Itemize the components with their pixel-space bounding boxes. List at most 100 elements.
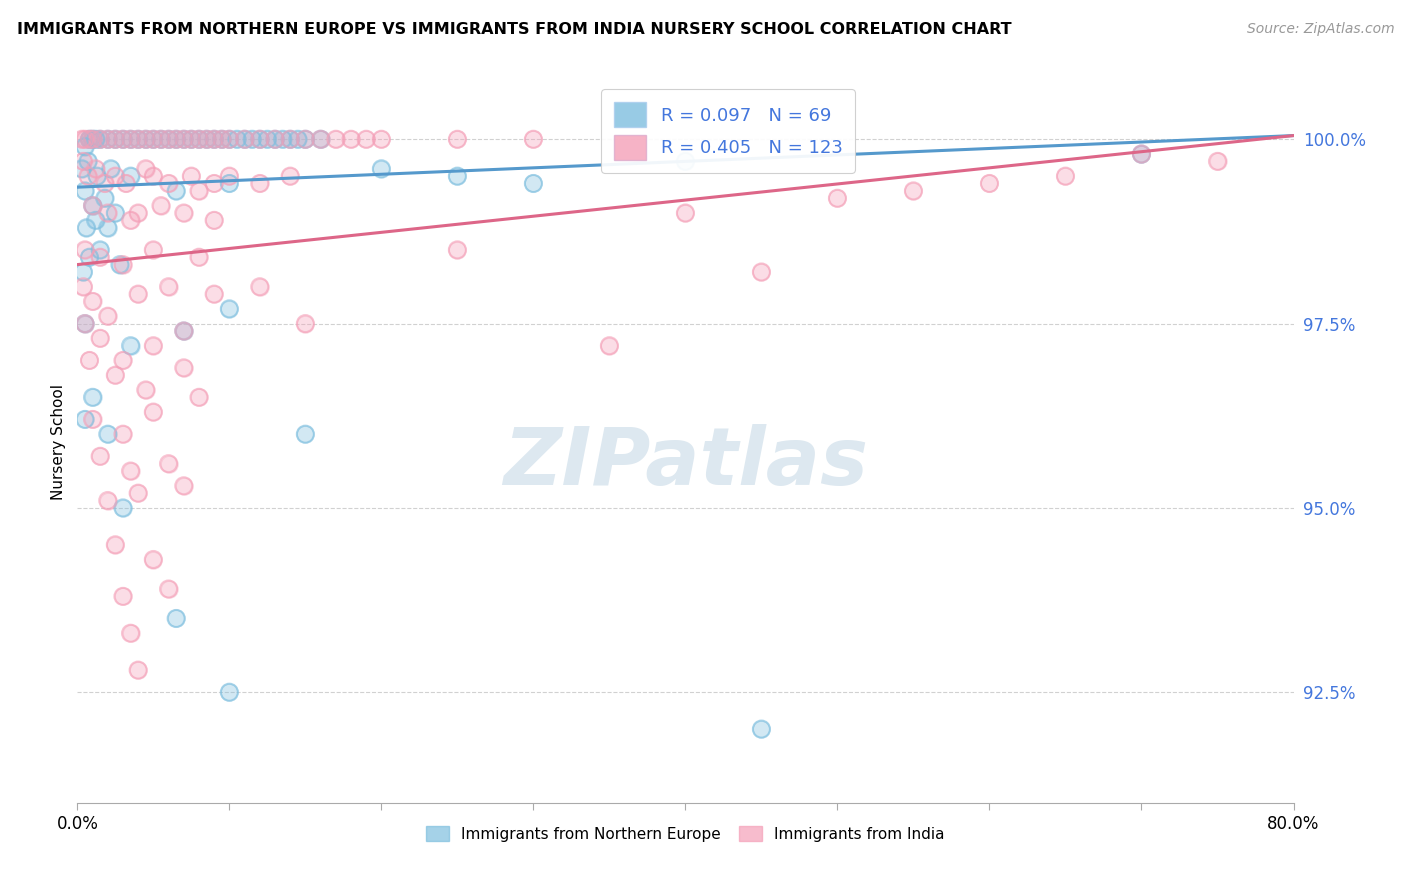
Point: [157, 457, 180, 471]
Point: [73, 139, 96, 153]
Point: [287, 132, 309, 146]
Point: [127, 486, 149, 500]
Point: [249, 279, 271, 293]
Point: [165, 132, 187, 146]
Point: [104, 538, 127, 552]
Point: [111, 132, 134, 146]
Point: [188, 132, 211, 146]
Point: [827, 191, 849, 205]
Point: [89, 450, 111, 464]
Point: [264, 132, 287, 146]
Point: [70, 161, 93, 176]
Point: [89, 132, 111, 146]
Point: [309, 132, 332, 146]
Point: [675, 206, 697, 220]
Point: [157, 132, 180, 146]
Point: [188, 184, 211, 198]
Point: [120, 213, 142, 227]
Point: [86, 169, 108, 183]
Point: [827, 191, 849, 205]
Point: [226, 132, 249, 146]
Point: [173, 132, 195, 146]
Point: [142, 132, 165, 146]
Point: [72, 279, 94, 293]
Point: [79, 132, 101, 146]
Point: [142, 243, 165, 257]
Text: Source: ZipAtlas.com: Source: ZipAtlas.com: [1247, 22, 1395, 37]
Point: [97, 493, 120, 508]
Point: [84, 132, 107, 146]
Point: [142, 132, 165, 146]
Point: [522, 132, 544, 146]
Point: [111, 500, 134, 515]
Point: [165, 184, 187, 198]
Point: [149, 132, 172, 146]
Point: [522, 177, 544, 191]
Point: [84, 132, 107, 146]
Point: [93, 177, 115, 191]
Point: [354, 132, 377, 146]
Point: [104, 132, 127, 146]
Point: [93, 191, 115, 205]
Point: [111, 427, 134, 442]
Point: [165, 184, 187, 198]
Point: [751, 722, 773, 736]
Point: [82, 199, 104, 213]
Point: [165, 132, 187, 146]
Point: [79, 353, 101, 368]
Point: [294, 427, 316, 442]
Point: [115, 177, 138, 191]
Point: [120, 132, 142, 146]
Point: [86, 169, 108, 183]
Point: [202, 213, 225, 227]
Point: [79, 132, 101, 146]
Point: [120, 339, 142, 353]
Point: [89, 450, 111, 464]
Text: ZIPatlas: ZIPatlas: [503, 425, 868, 502]
Point: [446, 132, 468, 146]
Point: [127, 206, 149, 220]
Point: [249, 132, 271, 146]
Point: [675, 154, 697, 169]
Point: [135, 161, 157, 176]
Point: [180, 132, 202, 146]
Point: [70, 132, 93, 146]
Point: [82, 294, 104, 309]
Point: [73, 243, 96, 257]
Point: [173, 360, 195, 375]
Point: [72, 279, 94, 293]
Point: [180, 132, 202, 146]
Point: [111, 590, 134, 604]
Point: [598, 339, 620, 353]
Text: IMMIGRANTS FROM NORTHERN EUROPE VS IMMIGRANTS FROM INDIA NURSERY SCHOOL CORRELAT: IMMIGRANTS FROM NORTHERN EUROPE VS IMMIG…: [17, 22, 1011, 37]
Point: [211, 132, 233, 146]
Point: [202, 132, 225, 146]
Point: [173, 206, 195, 220]
Point: [202, 177, 225, 191]
Point: [82, 132, 104, 146]
Point: [173, 324, 195, 338]
Point: [278, 132, 301, 146]
Point: [97, 427, 120, 442]
Point: [135, 132, 157, 146]
Point: [1054, 169, 1077, 183]
Point: [82, 199, 104, 213]
Point: [173, 132, 195, 146]
Point: [218, 177, 240, 191]
Point: [142, 169, 165, 183]
Point: [135, 132, 157, 146]
Point: [233, 132, 256, 146]
Point: [82, 132, 104, 146]
Point: [73, 317, 96, 331]
Point: [370, 161, 392, 176]
Point: [89, 132, 111, 146]
Point: [173, 479, 195, 493]
Point: [142, 132, 165, 146]
Point: [218, 132, 240, 146]
Point: [233, 132, 256, 146]
Point: [173, 324, 195, 338]
Point: [89, 250, 111, 264]
Point: [82, 132, 104, 146]
Point: [202, 213, 225, 227]
Legend: Immigrants from Northern Europe, Immigrants from India: Immigrants from Northern Europe, Immigra…: [419, 818, 952, 849]
